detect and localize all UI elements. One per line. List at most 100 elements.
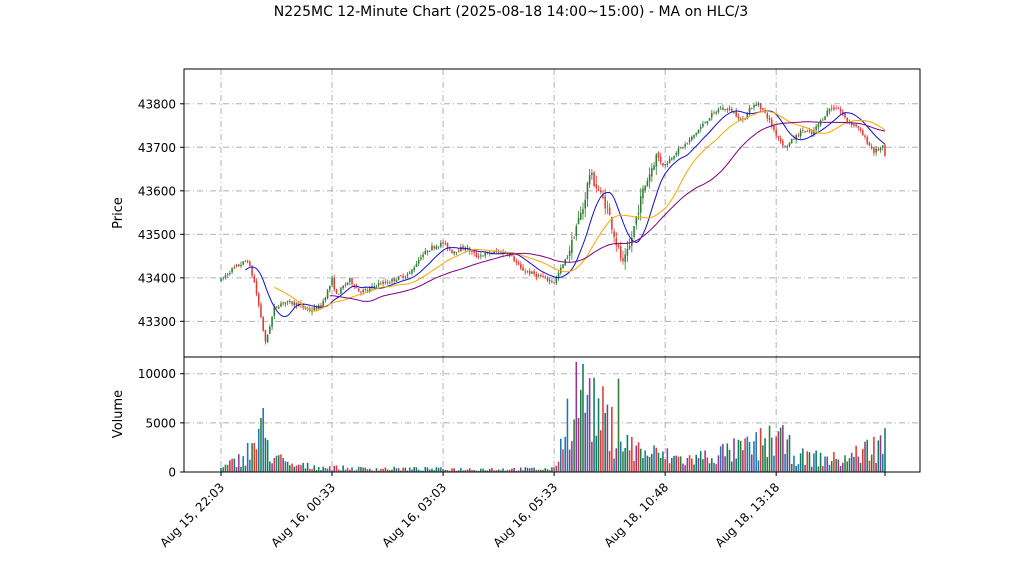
candle-body [535,273,538,277]
candle-body [617,244,620,247]
candle-body [364,288,367,290]
candle-body [435,246,438,250]
volume-bar [300,465,302,472]
volume-bar [553,467,555,472]
volume-axes-frame [183,356,921,473]
volume-bar [606,404,609,472]
candle-body [293,302,296,306]
volume-bar [797,464,800,472]
volume-bar [582,363,584,472]
volume-bar [799,453,802,472]
volume-bar [837,459,840,472]
candle-body [377,282,380,286]
candle-body [393,278,395,282]
volume-bar [280,454,282,472]
volume-bar [442,469,444,472]
volume-bar [877,440,880,472]
candle-body [493,251,495,254]
candle-body [375,285,378,287]
candle-body [706,121,709,124]
volume-bar [804,464,806,472]
volume-bar [824,456,826,472]
candle-body [839,109,842,112]
volume-bar [597,398,600,472]
volume-bar [506,469,509,472]
candle-body [644,185,646,191]
candle-body [719,108,722,110]
candle-body [433,246,435,249]
volume-bar [500,470,502,472]
candle-body [815,126,817,130]
volume-bar [855,445,857,472]
volume-bar [862,448,864,472]
volume-bar [842,462,844,472]
volume-bar [471,469,473,472]
volume-bar [284,461,287,472]
candle-body [770,119,773,127]
candle-body [262,317,264,331]
volume-y-ticks: 0 5000 10000 [138,367,184,480]
volume-bar [786,439,789,472]
volume-bar [522,470,524,472]
candle-body [551,280,553,283]
volume-bar [755,432,757,472]
volume-bar [457,470,460,472]
candle-body [586,182,589,200]
price-ytick-label: 43800 [138,97,176,111]
price-panel: 43300 43400 43500 43600 43700 43800 Price [111,68,921,358]
volume-bar [750,454,753,472]
volume-bar [535,469,538,472]
candle-body [733,111,735,113]
price-y-ticks: 43300 43400 43500 43600 43700 43800 [138,97,184,329]
volume-bar [264,437,267,472]
volume-bar [340,470,342,472]
volume-bar [266,440,269,472]
candle-body [335,289,338,294]
x-tick-label: Aug 16, 03:03 [379,480,449,550]
volume-bar [586,394,589,472]
volume-bar [524,467,527,472]
candle-body [724,108,726,111]
candle-body [537,275,540,277]
candle-body [695,132,698,135]
candle-body [324,297,327,301]
volume-bar [251,443,253,472]
volume-bar [808,452,811,472]
candle-body [360,291,362,293]
candle-body [555,277,558,284]
volume-panel: 0 5000 10000 Volume [111,356,921,480]
volume-bar [386,469,389,472]
candle-body [506,254,509,256]
volume-bar [342,465,344,472]
candle-body [548,280,551,282]
candle-body [675,153,678,156]
volume-bar [777,431,780,472]
moving-average-lines [245,110,886,318]
volume-bar [639,448,642,472]
candle-body [526,271,529,272]
volume-bar [337,469,340,472]
candle-body [275,306,278,308]
volume-bar [420,470,422,472]
volume-bar [375,468,378,472]
volume-bar [726,443,729,472]
volume-bar [733,438,735,472]
candle-body [768,118,771,120]
volume-bar [344,469,347,472]
candle-body [668,159,671,164]
volume-bar [839,465,842,472]
volume-bar [335,465,338,472]
volume-bar [693,464,695,472]
price-ytick-label: 43700 [138,141,176,155]
candle-body [784,146,786,148]
volume-bar [679,456,682,472]
candle-body [822,119,824,121]
volume-bar [735,458,737,472]
volume-bar [380,468,382,472]
volume-bar [633,461,635,472]
candle-body [371,286,373,288]
volume-bar [619,441,622,472]
volume-bar [835,458,837,472]
candle-body [460,247,462,252]
candle-body [349,278,351,282]
